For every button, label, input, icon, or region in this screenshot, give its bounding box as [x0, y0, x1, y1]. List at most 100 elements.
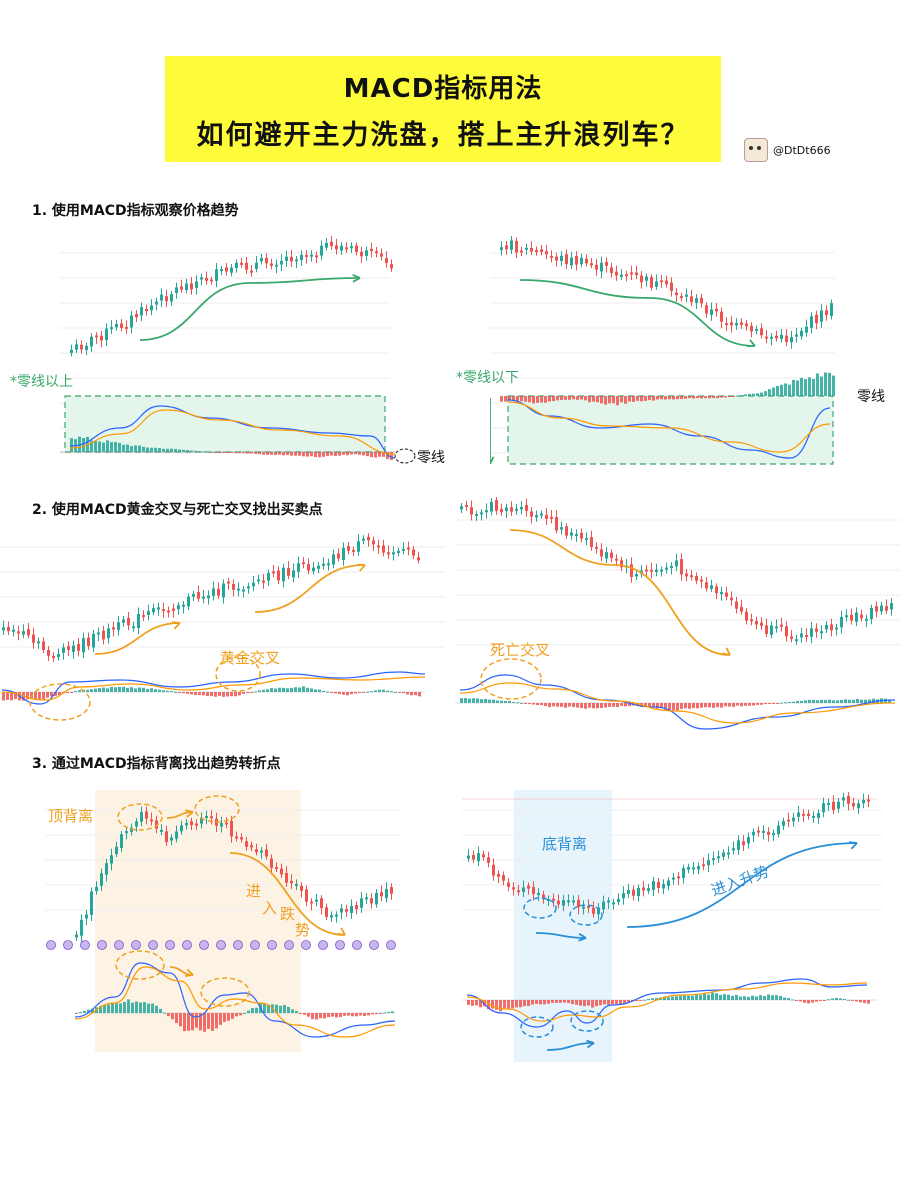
candle	[230, 820, 233, 837]
candle	[617, 898, 620, 903]
macd-bar	[334, 452, 337, 456]
candle	[632, 889, 635, 896]
macd-bar	[242, 692, 245, 694]
macd-bar	[647, 998, 650, 1000]
trough-arrow-head	[578, 933, 587, 942]
candle	[102, 630, 105, 640]
macd-bar	[258, 690, 261, 692]
macd-bar	[359, 1013, 362, 1016]
macd-bar	[262, 689, 265, 692]
macd-bar	[792, 379, 795, 396]
macd-bar	[467, 1000, 470, 1005]
macd-bar	[6, 692, 9, 700]
candle	[220, 269, 223, 272]
macd-bar	[479, 1000, 482, 1008]
macd-bar	[744, 394, 747, 396]
macd-bar	[744, 703, 747, 706]
signal-line	[507, 401, 831, 453]
macd-bar	[374, 690, 377, 692]
candle	[150, 305, 153, 311]
macd-bar	[154, 447, 157, 452]
macd-bar	[387, 1011, 390, 1013]
candle	[32, 634, 35, 643]
macd-bar	[251, 1008, 254, 1013]
macd-bar	[174, 449, 177, 452]
macd-bar	[511, 1000, 514, 1009]
macd-bar	[310, 688, 313, 692]
candle	[170, 837, 173, 841]
macd-bar	[831, 998, 834, 1000]
macd-bar	[608, 703, 611, 707]
macd-bar	[555, 1000, 558, 1003]
candle	[652, 881, 655, 890]
candle	[575, 255, 578, 265]
macd-bar	[780, 702, 783, 704]
candle	[585, 538, 588, 541]
candle	[665, 567, 668, 570]
candle	[392, 552, 395, 555]
macd-bar	[351, 1013, 354, 1017]
candle	[765, 336, 768, 339]
above-zero-box	[64, 395, 386, 453]
macd-bar	[727, 994, 730, 1000]
macd-bar	[171, 1013, 174, 1020]
macd-bar	[111, 1003, 114, 1013]
candle	[690, 296, 693, 303]
candle	[790, 636, 793, 639]
macd-bar	[583, 1000, 586, 1007]
macd-bar	[382, 452, 385, 457]
candle	[227, 581, 230, 584]
macd-bar	[700, 703, 703, 708]
macd-bar	[624, 396, 627, 404]
macd-bar	[752, 703, 755, 706]
candle	[790, 337, 793, 343]
candle	[177, 605, 180, 610]
candle	[857, 803, 860, 809]
candle	[660, 569, 663, 572]
candle	[325, 242, 328, 248]
candle	[885, 606, 888, 611]
macd-bar	[716, 703, 719, 708]
event-dot	[63, 940, 73, 950]
candle	[755, 620, 758, 625]
macd-bar	[294, 452, 297, 456]
macd-bar	[499, 1000, 502, 1012]
peak-circle-2	[194, 795, 240, 823]
candle	[562, 900, 565, 906]
candle	[735, 322, 738, 326]
macd-bar	[680, 703, 683, 709]
macd-bar	[343, 1013, 346, 1016]
macd-bar	[568, 703, 571, 707]
macd-bar	[99, 1005, 102, 1013]
candle	[525, 504, 528, 511]
candle	[237, 588, 240, 591]
candle	[747, 837, 750, 844]
macd-bar	[816, 700, 819, 703]
up-arrow-2	[254, 564, 366, 613]
macd-bar	[162, 448, 165, 452]
macd-bar	[600, 703, 603, 709]
candle	[12, 629, 15, 632]
macd-bar	[250, 452, 253, 454]
candle	[700, 579, 703, 582]
macd-bar	[623, 1000, 626, 1004]
macd-bar	[226, 452, 229, 453]
candle	[360, 251, 363, 257]
candle	[712, 858, 715, 861]
macd-bar	[696, 703, 699, 709]
candle	[680, 559, 683, 575]
candle	[27, 629, 30, 636]
macd-bar	[158, 448, 161, 452]
candle	[275, 867, 278, 870]
macd-bar	[199, 1013, 202, 1031]
macd-bar	[234, 692, 237, 697]
macd-bar	[150, 688, 153, 692]
candle	[682, 868, 685, 879]
candle	[620, 274, 623, 277]
candle	[657, 881, 660, 888]
candle	[865, 618, 868, 621]
candle	[220, 822, 223, 827]
candle	[92, 633, 95, 648]
candle	[7, 627, 10, 632]
candle	[335, 245, 338, 250]
